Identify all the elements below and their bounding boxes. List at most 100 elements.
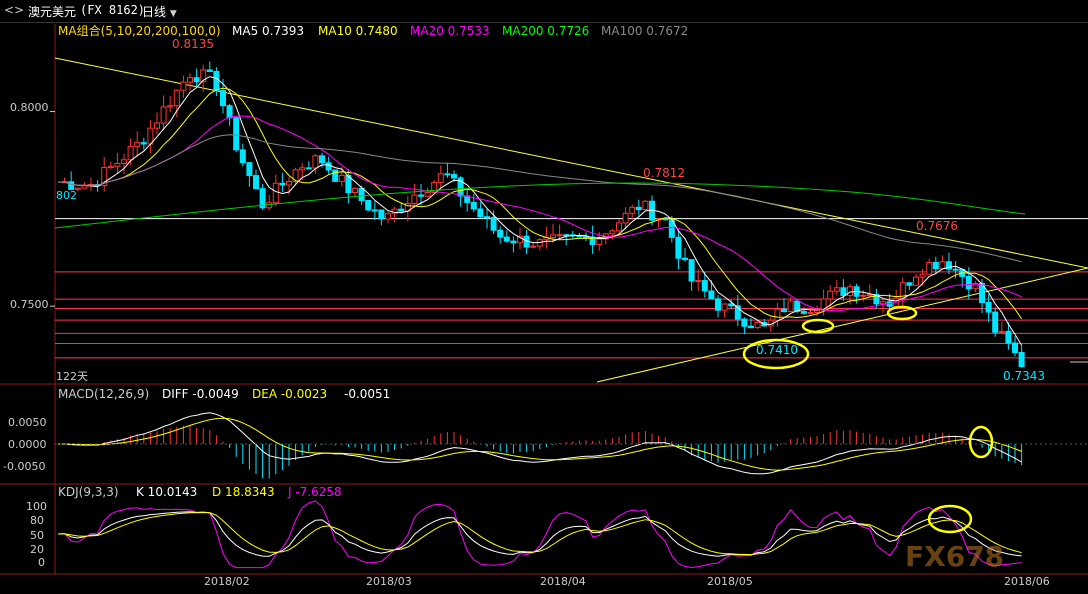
candle-body (787, 300, 794, 313)
ma200-value: MA200 0.7726 (502, 24, 589, 38)
candle-body (695, 280, 702, 283)
candle-body (794, 300, 801, 312)
candle-body (200, 69, 207, 83)
candle-body (833, 287, 840, 292)
candle-body (431, 181, 438, 193)
candle-body (365, 200, 372, 211)
candle-body (437, 173, 444, 183)
candle-body (550, 234, 556, 238)
candle-body (701, 280, 708, 292)
candle-body (279, 182, 286, 186)
candle-body (860, 294, 867, 297)
candle-body (510, 240, 517, 244)
highlight-ellipse (927, 504, 973, 534)
level-tag: 802 (56, 189, 77, 202)
candle-body (332, 169, 339, 182)
ma-lines (54, 76, 1026, 346)
back-arrow-icon[interactable]: < (4, 3, 15, 17)
candle-body (160, 106, 167, 124)
candle-body (688, 259, 695, 282)
chevron-down-icon: ▼ (169, 9, 177, 19)
candle-body (173, 89, 180, 107)
candle-body (800, 310, 807, 314)
candle-body (919, 273, 926, 278)
highlight-ellipse (742, 338, 810, 370)
kdj-y-tick: 20 (30, 543, 44, 556)
kdj-indicator-name[interactable]: KDJ(9,3,3) (58, 485, 119, 499)
ma10-value: MA10 0.7480 (318, 24, 398, 38)
ma10-line (57, 87, 1023, 320)
candle-body (246, 162, 253, 177)
candle-body (1018, 352, 1025, 368)
candle-body (682, 257, 688, 261)
macd-dea-value: DEA -0.0023 (252, 387, 327, 401)
candle-body (213, 70, 220, 92)
annotation-high-2: 0.7812 (643, 166, 685, 180)
macd-indicator-name[interactable]: MACD(12,26,9) (58, 387, 149, 401)
candle-body (807, 311, 814, 314)
candle-body (134, 142, 141, 147)
candle-body (1012, 342, 1018, 354)
ma-indicator-name[interactable]: MA组合(5,10,20,200,100,0) (58, 23, 221, 38)
candle-body (121, 159, 127, 164)
kdj-k-value: K 10.0143 (136, 485, 197, 499)
kdj-y-tick: 0 (38, 556, 45, 569)
candle-body (748, 325, 754, 329)
trend-lines (54, 57, 1088, 383)
candle-body (675, 236, 682, 259)
candle-body (754, 321, 761, 329)
candle-body (827, 290, 834, 300)
candle-body (484, 216, 490, 219)
candle-body (319, 155, 325, 164)
candle-body (312, 155, 319, 169)
candle-body (477, 208, 484, 218)
candle-body (563, 234, 570, 237)
candle-body (418, 194, 424, 197)
candle-body (992, 311, 999, 333)
candle-body (167, 105, 174, 108)
candle-body (259, 188, 266, 209)
candle-body (847, 286, 853, 296)
candle-body (497, 229, 504, 238)
toolbar: < > 澳元美元 (FX 8162) 日线 ▼ (0, 0, 1088, 23)
kdj-j-value: J -7.6258 (287, 485, 342, 499)
candle-body (583, 236, 589, 239)
candle-body (741, 318, 748, 327)
candle-body (233, 117, 240, 151)
candle-body (187, 77, 193, 83)
candle-body (1005, 330, 1012, 344)
candle-body (629, 206, 636, 214)
candle-body (68, 181, 75, 190)
candle-body (556, 234, 563, 237)
candle-body (385, 213, 391, 220)
candle-body (913, 276, 919, 286)
candle-body (371, 209, 378, 212)
candle-body (946, 261, 952, 270)
kdj-j-line (57, 500, 1022, 569)
kdj-y-tick: 50 (30, 529, 44, 542)
candle-body (220, 90, 226, 107)
candle-body (642, 200, 649, 211)
macd-histogram-value: -0.0051 (344, 387, 390, 401)
forward-arrow-icon[interactable]: > (14, 3, 25, 17)
candle-body (715, 298, 721, 311)
candle-body (206, 69, 213, 72)
candle-body (378, 209, 385, 220)
ascending-trendline (596, 267, 1088, 383)
candle-body (411, 194, 418, 205)
candle-body (814, 309, 820, 313)
ma100-value: MA100 0.7672 (601, 24, 688, 38)
candle-body (424, 191, 431, 197)
candle-body (305, 167, 312, 170)
candle-body (926, 261, 933, 275)
highlight-ellipse (968, 425, 994, 459)
candle-body (490, 216, 497, 231)
candle-body (708, 290, 715, 300)
period-selector[interactable]: 日线 ▼ (142, 3, 177, 20)
price-level-lines (55, 218, 1088, 363)
annotation-high: 0.8135 (172, 37, 214, 51)
candle-body (589, 236, 596, 245)
kdj-d-line (57, 512, 1022, 556)
ma20-value: MA20 0.7533 (410, 24, 490, 38)
